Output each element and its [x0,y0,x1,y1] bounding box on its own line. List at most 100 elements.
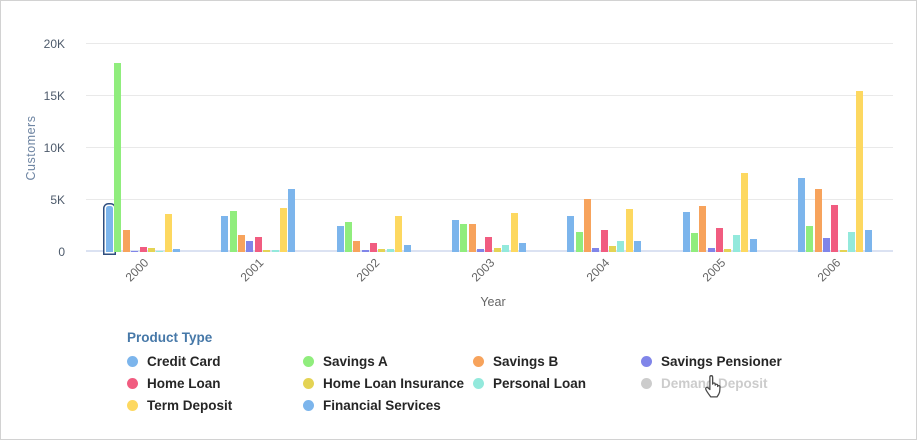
bar-personal-loan-2001[interactable] [271,249,279,252]
bar-term-deposit-2001[interactable] [279,208,287,252]
bar-savings-b-2002[interactable] [353,241,361,252]
bar-home-loan-insurance-2000[interactable] [147,248,155,252]
bar-group-2005 [682,44,757,252]
bar-group-2006 [797,44,872,252]
legend-item-label: Savings Pensioner [661,354,782,369]
legend-item-demand-deposit[interactable]: Demand Deposit [641,376,841,391]
y-tick-label: 20K [43,37,65,51]
plot-area [86,43,893,252]
bar-savings-b-2005[interactable] [699,205,707,252]
x-tick-label: 2001 [237,255,267,285]
bar-home-loan-insurance-2004[interactable] [609,246,617,252]
bar-savings-pensioner-2004[interactable] [592,248,600,252]
bar-savings-a-2005[interactable] [690,232,698,252]
bar-financial-services-2003[interactable] [518,242,526,252]
legend-swatch-icon [127,378,138,389]
legend-item-personal-loan[interactable]: Personal Loan [473,376,641,391]
bar-savings-a-2000[interactable] [114,62,122,252]
bar-financial-services-2006[interactable] [864,229,872,252]
bar-savings-pensioner-2005[interactable] [707,247,715,252]
bar-credit-card-2000[interactable] [106,206,113,252]
bar-personal-loan-2004[interactable] [617,240,625,252]
legend-item-financial-services[interactable]: Financial Services [303,398,473,413]
bar-financial-services-2004[interactable] [634,240,642,252]
x-tick-label: 2003 [468,255,498,285]
bar-savings-b-2001[interactable] [238,234,246,252]
bar-credit-card-2005[interactable] [682,211,690,252]
bar-home-loan-insurance-2002[interactable] [378,249,386,252]
bar-term-deposit-2004[interactable] [625,209,633,252]
gridline [86,147,893,148]
bar-home-loan-2006[interactable] [831,204,839,252]
bar-home-loan-2003[interactable] [485,236,493,252]
bar-term-deposit-2005[interactable] [741,173,749,252]
bar-savings-a-2002[interactable] [344,222,352,252]
bar-home-loan-insurance-2005[interactable] [724,248,732,252]
bar-personal-loan-2005[interactable] [732,235,740,252]
bar-term-deposit-2002[interactable] [395,216,403,252]
legend-item-home-loan[interactable]: Home Loan [127,376,303,391]
bar-financial-services-2002[interactable] [403,245,411,252]
bar-savings-pensioner-2001[interactable] [246,241,254,252]
legend-item-label: Home Loan [147,376,221,391]
bar-group-2000 [106,44,180,252]
y-tick-label: 10K [43,141,65,155]
bar-home-loan-2005[interactable] [716,227,723,252]
bar-savings-a-2003[interactable] [460,223,468,252]
bar-personal-loan-2003[interactable] [502,244,510,252]
bar-financial-services-2005[interactable] [749,239,757,252]
bar-personal-loan-2006[interactable] [848,231,856,252]
gridline [86,199,893,200]
legend-item-savings-a[interactable]: Savings A [303,354,473,369]
legend-swatch-icon [127,356,138,367]
bar-personal-loan-2002[interactable] [386,249,394,252]
bar-savings-b-2000[interactable] [122,230,130,252]
legend-item-term-deposit[interactable]: Term Deposit [127,398,303,413]
bar-savings-b-2004[interactable] [583,198,591,252]
bar-home-loan-insurance-2001[interactable] [263,250,271,252]
legend-swatch-icon [641,378,652,389]
bar-home-loan-insurance-2003[interactable] [493,248,501,252]
bar-savings-pensioner-2002[interactable] [361,249,369,252]
bar-financial-services-2000[interactable] [173,249,180,252]
bar-term-deposit-2003[interactable] [510,213,518,252]
bar-credit-card-2002[interactable] [336,226,344,252]
bar-credit-card-2004[interactable] [567,216,575,252]
bar-personal-loan-2000[interactable] [156,251,164,252]
bar-home-loan-2001[interactable] [254,236,262,252]
legend-item-home-loan-insurance[interactable]: Home Loan Insurance [303,376,473,391]
legend-item-credit-card[interactable]: Credit Card [127,354,303,369]
bar-term-deposit-2006[interactable] [856,90,864,252]
legend-title: Product Type [127,330,213,345]
bar-financial-services-2001[interactable] [288,189,296,252]
legend-item-label: Savings B [493,354,559,369]
bar-credit-card-2003[interactable] [451,220,459,252]
y-tick-label: 0 [58,245,65,259]
bar-home-loan-2000[interactable] [139,246,147,252]
legend-swatch-icon [303,356,314,367]
bar-home-loan-2004[interactable] [600,230,608,252]
legend-swatch-icon [473,378,484,389]
bar-savings-b-2006[interactable] [814,188,822,252]
y-tick-label: 5K [50,193,65,207]
x-tick-label: 2002 [353,255,382,285]
legend-item-label: Demand Deposit [661,376,768,391]
bar-home-loan-2002[interactable] [370,242,378,252]
bar-savings-a-2006[interactable] [806,226,814,252]
legend-item-label: Savings A [323,354,388,369]
gridline [86,95,893,96]
bar-savings-pensioner-2006[interactable] [822,238,830,252]
bar-credit-card-2001[interactable] [221,215,229,252]
legend-item-savings-pensioner[interactable]: Savings Pensioner [641,354,841,369]
x-tick-label: 2000 [122,255,152,285]
bar-credit-card-2006[interactable] [797,177,805,252]
gridline [86,43,893,44]
bar-home-loan-insurance-2006[interactable] [839,250,847,252]
bar-savings-pensioner-2000[interactable] [131,251,139,252]
bar-savings-b-2003[interactable] [468,223,476,252]
legend-item-savings-b[interactable]: Savings B [473,354,641,369]
bar-term-deposit-2000[interactable] [164,213,172,252]
bar-savings-a-2001[interactable] [229,210,237,252]
bar-savings-pensioner-2003[interactable] [477,248,485,252]
bar-savings-a-2004[interactable] [575,232,583,252]
